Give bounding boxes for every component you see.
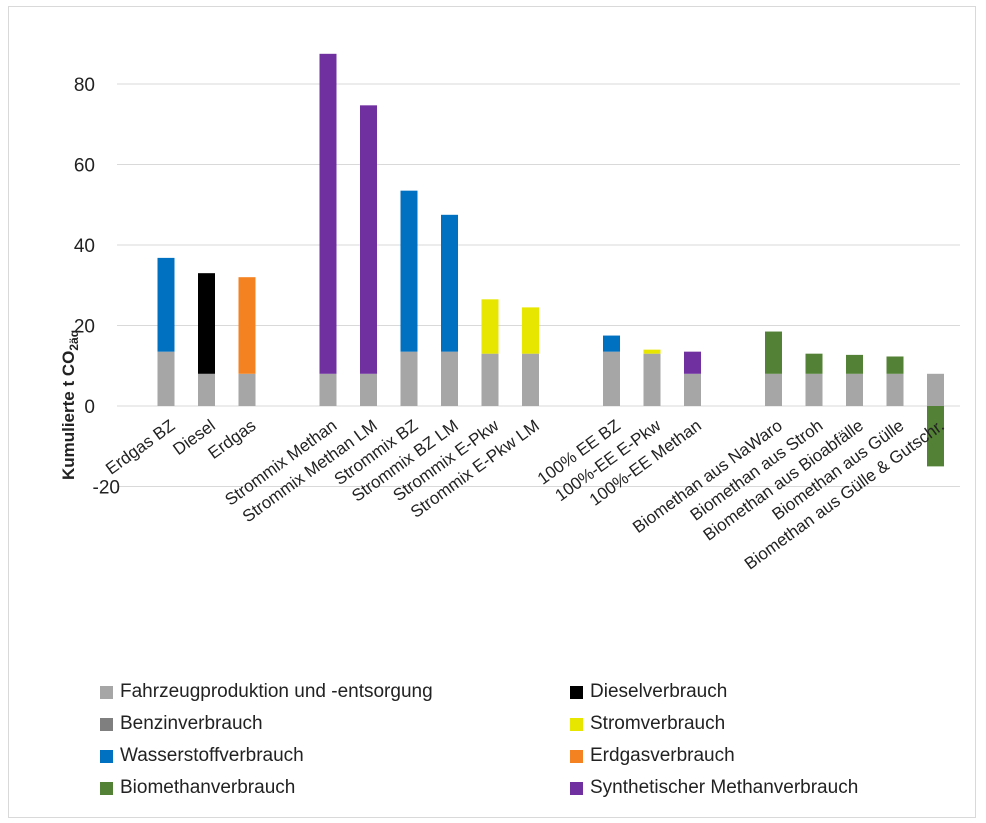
y-axis-label-main: Kumulierte t CO xyxy=(59,351,78,480)
bar-segment xyxy=(157,257,175,352)
bar-segment xyxy=(886,356,904,374)
legend-swatch xyxy=(570,717,583,731)
stacked-bar-chart: 0 20 40 60 80 -20 Erdgas BZDieselErdgasStromm… xyxy=(59,53,960,573)
bar-segment xyxy=(238,373,256,406)
bars xyxy=(157,53,944,467)
bar-segment xyxy=(481,299,499,354)
category-label: Biomethan aus Bioabfälle xyxy=(700,416,867,545)
bar-segment xyxy=(846,354,863,374)
y-tick-label: 60 xyxy=(74,156,95,177)
y-axis-label: Kumulierte t CO2äq xyxy=(59,330,81,480)
bar-segment xyxy=(400,190,418,352)
legend-label: Fahrzeugproduktion und -entsorgung xyxy=(120,681,433,702)
legend-swatch xyxy=(100,717,113,731)
legend-label: Dieselverbrauch xyxy=(590,681,728,702)
bar-segment xyxy=(643,353,661,406)
bar-segment xyxy=(522,353,539,406)
bar-segment xyxy=(198,273,215,374)
category-label: Erdgas xyxy=(205,416,260,463)
bar-segment xyxy=(765,373,782,406)
bar-segment xyxy=(319,53,337,374)
legend-item: Stromverbrauch xyxy=(570,712,960,736)
bar-segment xyxy=(481,353,499,406)
y-tick-labels: 0 20 40 60 80 -20 xyxy=(74,75,120,499)
bar-segment xyxy=(360,373,377,406)
bar-segment xyxy=(238,277,256,374)
bar-segment xyxy=(441,214,458,352)
legend-swatch xyxy=(100,685,113,699)
bar-segment xyxy=(603,335,620,352)
legend-swatch xyxy=(570,749,583,763)
y-tick-label: -20 xyxy=(93,478,120,499)
legend-label: Erdgasverbrauch xyxy=(590,745,735,766)
legend-item: Wasserstoffverbrauch xyxy=(100,744,570,768)
legend-swatch xyxy=(570,781,583,795)
legend-item: Erdgasverbrauch xyxy=(570,744,960,768)
bar-segment xyxy=(805,373,823,406)
bar-segment xyxy=(805,353,823,374)
legend-item: Fahrzeugproduktion und -entsorgung xyxy=(100,680,570,704)
legend-swatch xyxy=(100,749,113,763)
legend-item: Benzinverbrauch xyxy=(100,712,570,736)
category-label: Erdgas BZ xyxy=(102,416,178,479)
legend-swatch xyxy=(570,685,583,699)
chart-frame xyxy=(8,6,976,818)
bar-segment xyxy=(198,373,215,406)
bar-segment xyxy=(684,351,701,374)
bar-segment xyxy=(846,373,863,406)
legend-item: Biomethanverbrauch xyxy=(100,776,570,800)
bar-segment xyxy=(643,349,661,354)
bar-segment xyxy=(319,373,337,406)
legend-item: Dieselverbrauch xyxy=(570,680,960,704)
y-tick-label: 0 xyxy=(84,397,95,418)
bar-segment xyxy=(603,351,620,406)
y-tick-label: 20 xyxy=(74,317,95,338)
legend: Fahrzeugproduktion und -entsorgung Diesel… xyxy=(100,680,960,800)
bar-segment xyxy=(765,331,782,374)
bar-segment xyxy=(522,307,539,354)
legend-label: Biomethanverbrauch xyxy=(120,777,296,798)
bar-segment xyxy=(441,351,458,406)
bar-segment xyxy=(684,373,701,406)
bar-segment xyxy=(927,373,944,406)
y-tick-label: 40 xyxy=(74,236,95,257)
bar-segment xyxy=(886,373,904,406)
bar-segment xyxy=(360,105,377,374)
legend-swatch xyxy=(100,781,113,795)
bar-segment xyxy=(927,406,944,467)
legend-label: Wasserstoffverbrauch xyxy=(120,745,304,766)
bar-segment xyxy=(400,351,418,406)
y-axis-label-sub: 2äq xyxy=(67,330,81,351)
legend-label: Synthetischer Methanverbrauch xyxy=(590,777,859,798)
legend-item: Synthetischer Methanverbrauch xyxy=(570,776,960,800)
legend-label: Stromverbrauch xyxy=(590,713,726,734)
legend-label: Benzinverbrauch xyxy=(120,713,263,734)
y-tick-label: 80 xyxy=(74,75,95,96)
bar-segment xyxy=(157,351,175,406)
